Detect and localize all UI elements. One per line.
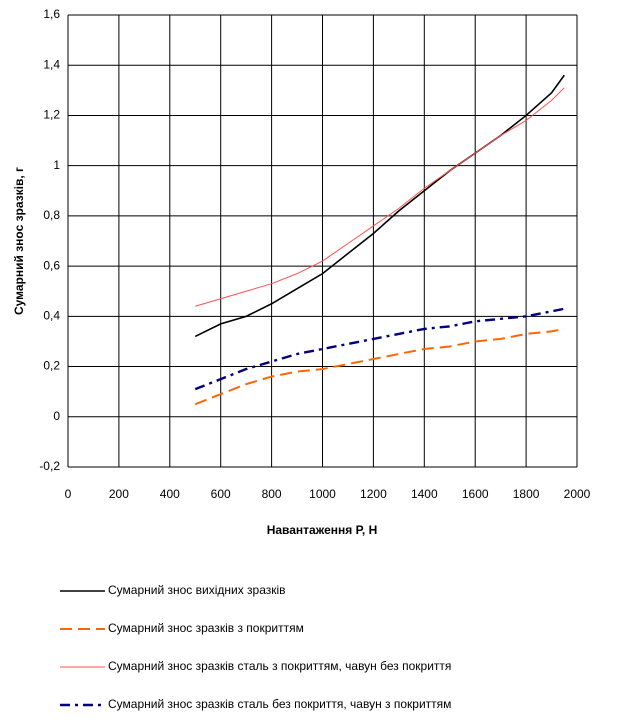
y-tick-label: 1,6 [43, 7, 60, 21]
x-tick-label: 600 [211, 487, 231, 501]
y-tick-label: 0,2 [43, 359, 60, 373]
y-axis-title: Сумарний знос зразків, г [12, 167, 26, 315]
x-tick-label: 1400 [411, 487, 438, 501]
x-tick-label: 200 [109, 487, 129, 501]
y-tick-label: 0,8 [43, 208, 60, 222]
y-tick-label: 0,6 [43, 258, 60, 272]
x-tick-label: 1800 [513, 487, 540, 501]
legend-label: Сумарний знос зразків з покриттям [108, 621, 304, 635]
y-tick-label: 1,2 [43, 108, 60, 122]
y-tick-label: 1 [53, 158, 60, 172]
series-line [194, 74, 565, 338]
x-tick-label: 0 [65, 487, 72, 501]
series-line [194, 327, 565, 406]
x-tick-label: 800 [262, 487, 282, 501]
legend-label: Сумарний знос зразків сталь з покриттям,… [108, 659, 451, 673]
x-tick-label: 1000 [309, 487, 336, 501]
x-tick-label: 1200 [360, 487, 387, 501]
y-tick-label: 0 [53, 409, 60, 423]
x-tick-label: 400 [160, 487, 180, 501]
y-tick-label: 1,4 [43, 57, 60, 71]
y-tick-label: -0,2 [39, 459, 60, 473]
series-line [194, 307, 565, 391]
legend-label: Сумарний знос вихідних зразків [108, 583, 286, 597]
y-tick-label: 0,4 [43, 309, 60, 323]
x-tick-label: 2000 [564, 487, 591, 501]
series-line [195, 87, 565, 307]
legend-label: Сумарний знос зразків сталь без покриття… [108, 697, 451, 711]
x-axis-title: Навантаження Р, Н [267, 523, 378, 537]
x-tick-label: 1600 [462, 487, 489, 501]
